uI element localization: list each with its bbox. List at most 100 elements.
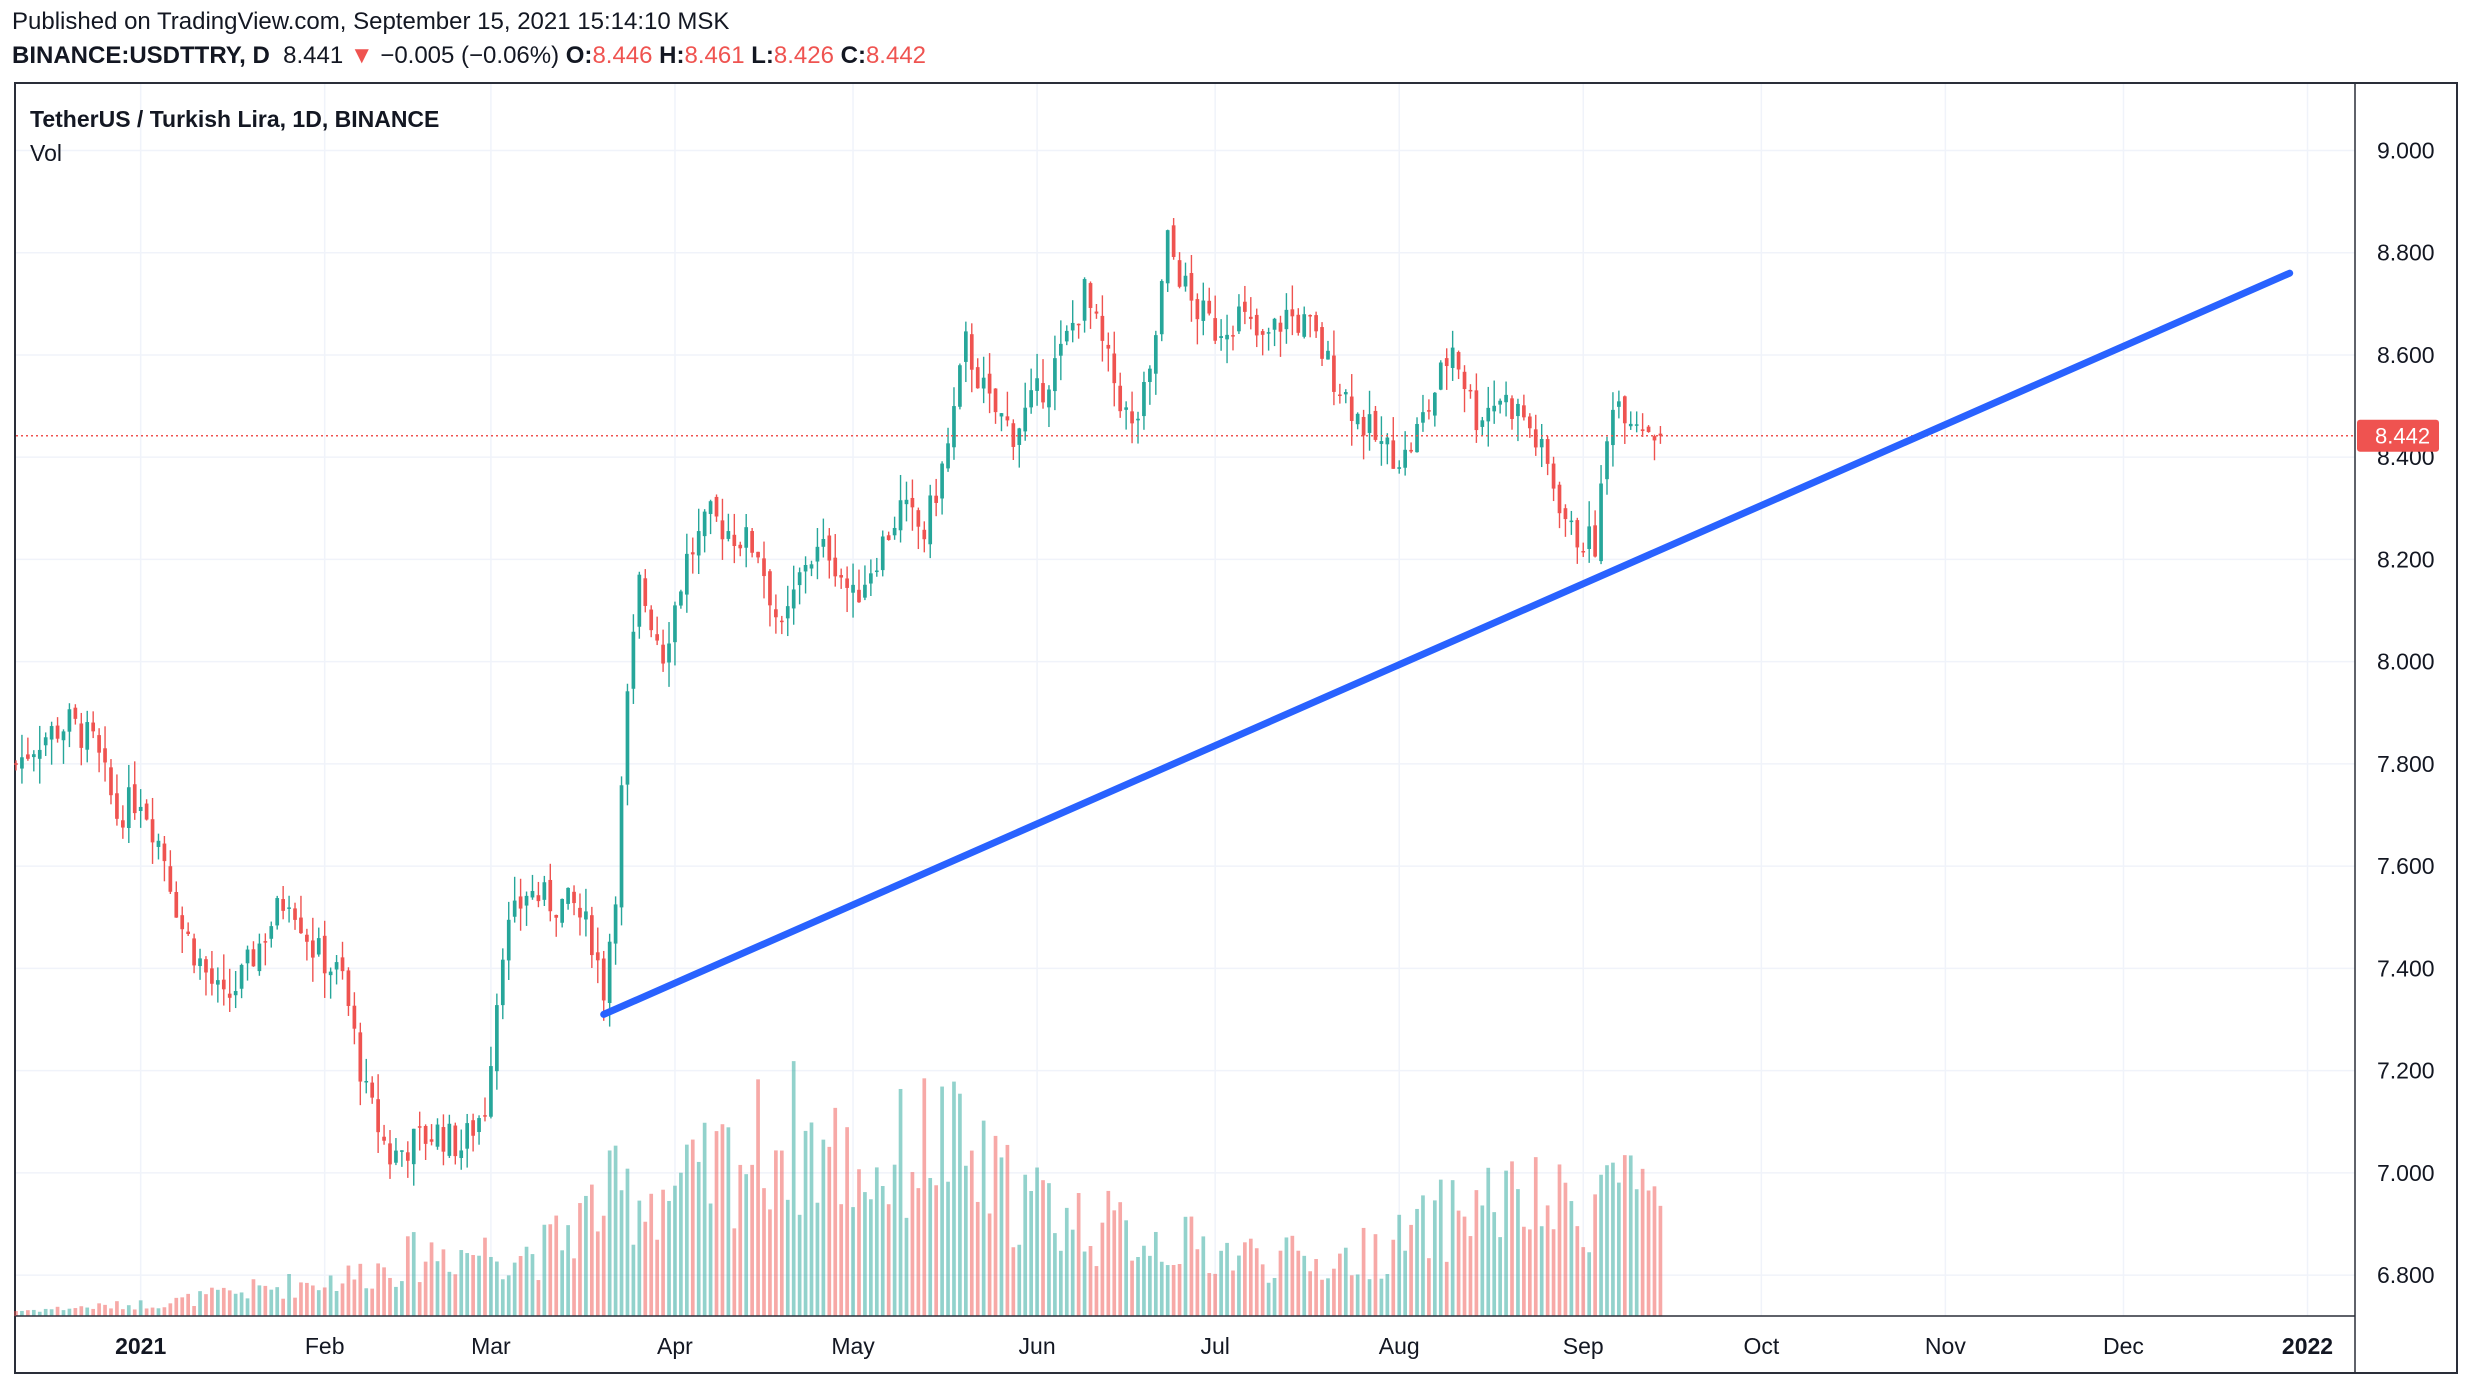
volume-bar (1338, 1253, 1342, 1316)
volume-bar (1391, 1239, 1396, 1316)
candle-body (192, 938, 196, 966)
volume-bar (138, 1300, 143, 1316)
candle-body (530, 891, 535, 898)
candle-body (1581, 550, 1586, 553)
candle-body (251, 949, 256, 967)
volume-bar (981, 1120, 986, 1316)
time-tick-label: 2021 (115, 1333, 166, 1359)
candle-body (1474, 390, 1479, 431)
candle-body (673, 605, 677, 643)
volume-bar (1248, 1238, 1253, 1316)
volume-bar (14, 1311, 18, 1316)
candle-body (388, 1143, 392, 1165)
volume-bar (619, 1190, 624, 1316)
volume-bar (1076, 1193, 1081, 1316)
volume-bars (14, 1061, 1663, 1316)
volume-bar (922, 1078, 927, 1316)
volume-bar (1148, 1255, 1152, 1316)
price-tick-label: 9.000 (2377, 137, 2435, 163)
volume-bar (67, 1308, 72, 1316)
volume-bar (1058, 1250, 1063, 1316)
candle-body (1456, 352, 1461, 370)
volume-bar (483, 1237, 487, 1316)
candle-body (358, 1032, 363, 1082)
volume-bar (1349, 1275, 1354, 1316)
candle-body (459, 1150, 464, 1159)
candle-body (73, 707, 78, 719)
time-tick-label: Apr (657, 1333, 693, 1359)
volume-bar (204, 1294, 208, 1316)
volume-bar (1486, 1167, 1491, 1316)
candle-body (566, 887, 570, 904)
candle-body (1504, 394, 1508, 403)
volume-bar (109, 1308, 113, 1316)
volume-bar (239, 1292, 244, 1316)
volume-bar (774, 1150, 778, 1316)
volume-bar (702, 1122, 707, 1316)
price-tick-label: 7.200 (2377, 1058, 2435, 1084)
candle-body (477, 1118, 481, 1133)
candle-body (1106, 344, 1111, 349)
candle-body (382, 1136, 386, 1141)
candle-body (1088, 283, 1093, 308)
candle-body (1035, 378, 1039, 391)
volume-bar (975, 1201, 980, 1316)
volume-bar (394, 1286, 398, 1316)
candle-body (1486, 407, 1491, 422)
candle-body (886, 535, 891, 541)
candle-body (156, 840, 161, 847)
candle-body (987, 373, 992, 394)
volume-bar (1646, 1190, 1651, 1316)
candle-body (560, 898, 565, 923)
candle-body (1539, 439, 1544, 448)
volume-bar (281, 1298, 285, 1316)
volume-bar (55, 1306, 60, 1316)
candle-body (216, 980, 220, 985)
volume-bar (530, 1254, 535, 1316)
candle-body (898, 500, 903, 531)
candle-body (1148, 368, 1152, 383)
volume-bar (1361, 1227, 1366, 1316)
candle-body (1064, 330, 1069, 342)
candle-body (1189, 273, 1194, 301)
time-tick-label: Jun (1019, 1333, 1056, 1359)
candle-body (952, 406, 956, 448)
candle-body (305, 934, 309, 942)
time-tick-label: Oct (1743, 1333, 1779, 1359)
volume-bar (382, 1267, 386, 1316)
candle-body (726, 531, 731, 539)
last-price: 8.441 (283, 42, 344, 69)
volume-bar (1106, 1190, 1111, 1316)
time-tick-label: 2022 (2282, 1333, 2333, 1359)
candle-body (316, 938, 321, 955)
volume-bar (999, 1157, 1004, 1316)
candle-body (174, 892, 179, 918)
candle-body (892, 527, 897, 536)
volume-bar (126, 1305, 131, 1316)
candle-body (845, 578, 849, 588)
candle-body (115, 793, 119, 819)
candle-body (233, 991, 238, 996)
candle-body (590, 915, 594, 956)
volume-bar (993, 1135, 998, 1316)
candle-body (1130, 411, 1134, 424)
candle-body (49, 726, 54, 740)
volume-bar (1658, 1205, 1663, 1316)
candle-body (1314, 315, 1318, 332)
candle-body (453, 1125, 458, 1157)
volume-bar (934, 1185, 939, 1316)
candle-body (198, 958, 202, 967)
candle-body (346, 970, 351, 1006)
candle-body (762, 558, 766, 577)
close-value: 8.442 (865, 42, 927, 69)
candle-body (109, 767, 113, 796)
volume-bar (1599, 1174, 1603, 1316)
candle-body (1617, 401, 1621, 407)
volume-bar (649, 1193, 654, 1316)
candle-body (702, 511, 707, 537)
symbol-label[interactable]: BINANCE:USDTTRY, D (12, 42, 270, 69)
volume-bar (1587, 1252, 1592, 1316)
volume-bar (287, 1274, 291, 1316)
candle-body (1516, 403, 1520, 417)
